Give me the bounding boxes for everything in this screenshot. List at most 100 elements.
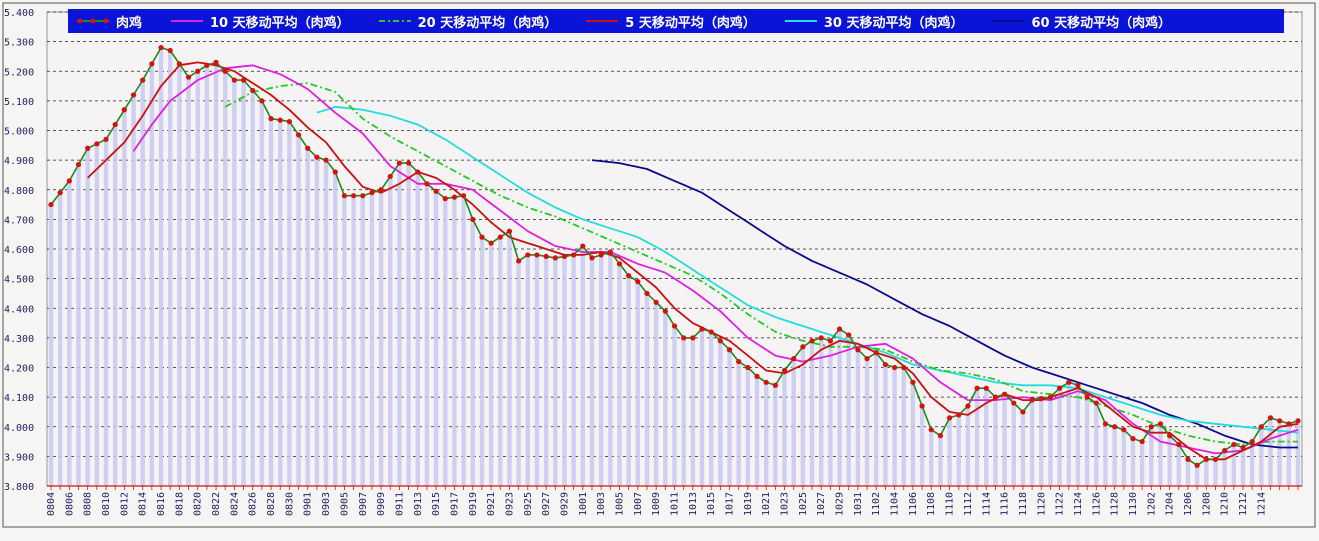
x-tick-label: 0806 <box>64 492 75 516</box>
value-bar <box>1066 382 1071 486</box>
value-bar <box>287 121 292 487</box>
x-tick-label: 1011 <box>670 492 681 516</box>
x-tick-label: 0814 <box>138 492 149 516</box>
value-bar <box>167 50 173 486</box>
value-bar <box>819 337 824 486</box>
value-bar <box>598 254 604 486</box>
value-bar <box>663 311 668 486</box>
data-point <box>809 338 815 344</box>
data-point <box>1286 421 1292 427</box>
value-bar <box>562 256 567 486</box>
data-point <box>552 255 558 261</box>
data-point <box>204 62 210 68</box>
y-tick-label: 4.100 <box>4 393 34 404</box>
y-tick-label: 5.100 <box>4 97 34 108</box>
series-line-2 <box>224 82 1298 446</box>
value-bar <box>177 63 182 486</box>
x-tick-label: 1108 <box>926 492 937 516</box>
data-point <box>332 169 338 175</box>
value-bar <box>470 219 475 486</box>
x-tick-label: 0828 <box>266 492 277 516</box>
data-point <box>479 234 485 240</box>
value-bar <box>1259 426 1264 486</box>
data-point <box>598 252 604 258</box>
value-bar <box>57 192 63 486</box>
y-tick-label: 4.700 <box>4 215 34 226</box>
data-point <box>1176 441 1182 448</box>
x-tick-label: 0913 <box>413 492 424 516</box>
value-bar <box>433 191 439 486</box>
x-tick-label: 1013 <box>688 492 699 516</box>
data-point <box>864 356 870 362</box>
x-tick-label: 1122 <box>1055 492 1066 516</box>
value-bar <box>268 118 274 487</box>
value-bar <box>690 337 696 486</box>
data-point <box>901 364 907 371</box>
data-point <box>350 193 357 199</box>
value-bar <box>1084 397 1090 486</box>
data-point <box>240 77 247 83</box>
x-tick-label: 1204 <box>1165 492 1176 516</box>
x-tick-label: 0921 <box>486 492 497 516</box>
value-bar <box>158 47 164 487</box>
x-tick-label: 1005 <box>614 492 625 516</box>
x-tick-label: 0826 <box>248 492 259 516</box>
value-bar <box>1158 423 1163 486</box>
value-bar <box>1231 444 1237 486</box>
x-tick-label: 1007 <box>633 492 644 516</box>
data-point <box>149 61 155 67</box>
y-tick-label: 5.300 <box>4 38 34 49</box>
data-point <box>259 98 265 104</box>
value-bar <box>1277 420 1282 486</box>
data-point <box>791 356 797 362</box>
x-tick-label: 0911 <box>394 492 405 516</box>
data-point <box>94 141 100 147</box>
data-point <box>1001 391 1008 397</box>
data-point <box>461 193 467 199</box>
x-tick-label: 0818 <box>174 492 185 516</box>
x-tick-label: 1015 <box>706 492 717 516</box>
data-point <box>626 273 632 279</box>
legend-swatch <box>77 18 109 24</box>
data-point <box>167 47 173 54</box>
value-bar <box>782 370 787 486</box>
legend-item: 30 天移动平均（肉鸡） <box>784 12 964 31</box>
value-bar <box>708 331 714 486</box>
x-tick-label: 0905 <box>339 492 350 516</box>
value-bar <box>296 134 301 486</box>
data-point <box>57 190 63 196</box>
data-point <box>873 350 879 356</box>
value-bar <box>1176 444 1182 486</box>
data-point <box>616 261 623 267</box>
data-point <box>992 394 999 400</box>
value-bar <box>589 257 595 486</box>
legend-label: 30 天移动平均（肉鸡） <box>823 15 964 31</box>
value-bar <box>681 337 686 486</box>
value-bar <box>993 397 998 486</box>
value-bar <box>1020 411 1026 486</box>
value-bar <box>800 346 806 486</box>
x-tick-label: 1003 <box>596 492 607 516</box>
value-bar <box>828 340 833 486</box>
data-point <box>937 433 944 439</box>
x-tick-label: 0917 <box>449 492 460 516</box>
data-point <box>974 385 980 391</box>
value-bar <box>874 352 879 486</box>
x-tick-label: 1214 <box>1256 492 1267 516</box>
data-point <box>213 59 219 65</box>
data-point <box>690 335 696 341</box>
x-tick-label: 0907 <box>358 492 369 516</box>
data-point <box>736 358 742 365</box>
data-point <box>763 379 769 385</box>
value-bar <box>635 281 641 486</box>
value-bar <box>617 263 622 486</box>
x-tick-label: 1116 <box>1000 492 1011 516</box>
x-tick-label: 1114 <box>981 492 992 516</box>
data-point <box>158 44 164 51</box>
x-tick-label: 1102 <box>871 492 882 516</box>
x-tick-label: 0919 <box>468 492 479 516</box>
value-bar <box>672 326 677 486</box>
x-tick-label: 0810 <box>101 492 112 516</box>
chart-frame <box>2 2 1316 528</box>
legend-swatch <box>992 20 1025 22</box>
